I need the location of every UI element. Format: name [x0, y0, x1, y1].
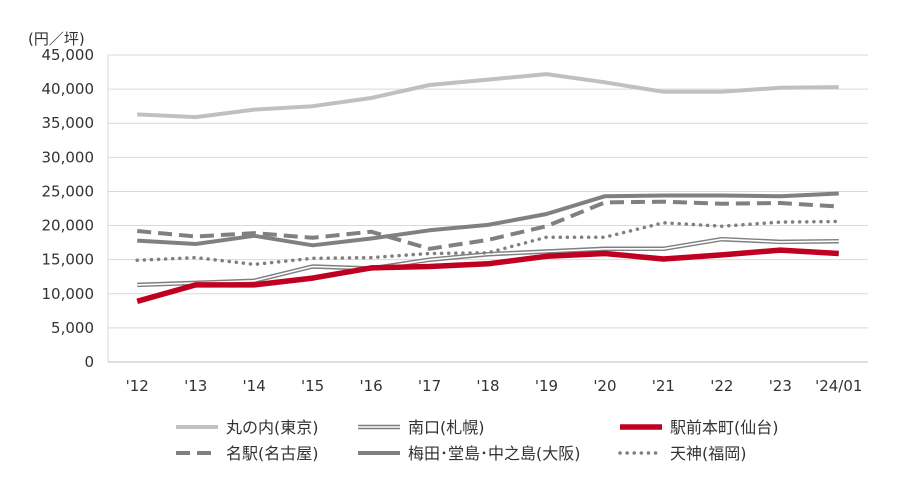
x-tick-label: '23	[769, 377, 792, 395]
x-axis-ticks: '12 '13 '14 '15 '16 '17 '18 '19 '20 '21 '22 '23 '24/…	[126, 377, 863, 395]
x-tick-label: '21	[652, 377, 675, 395]
y-tick-label: 15,000	[42, 251, 95, 269]
series-line-0	[137, 72, 839, 120]
y-tick-label: 45,000	[42, 46, 95, 64]
legend-label-3: 名駅(名古屋)	[226, 444, 319, 463]
y-axis-unit-label: (円／坪)	[28, 30, 85, 48]
x-tick-label: '13	[184, 377, 207, 395]
y-axis-ticks: 0 5,000 10,000 15,000 20,000 25,000 30,000 35,0…	[42, 46, 95, 371]
y-tick-label: 40,000	[42, 80, 95, 98]
series-line-4	[137, 191, 839, 248]
legend-label-1: 南口(札幌)	[408, 418, 485, 437]
y-tick-label: 10,000	[42, 285, 95, 303]
legend: 丸の内(東京) 南口(札幌) 駅前本町(仙台) 名駅(名古屋) 梅田･堂島･中之島(大阪…	[176, 418, 779, 463]
legend-label-0: 丸の内(東京)	[226, 418, 319, 437]
x-tick-label: '18	[476, 377, 499, 395]
y-tick-label: 5,000	[51, 319, 94, 337]
series-lines	[135, 72, 841, 304]
series-line-2	[136, 247, 839, 304]
x-tick-label: '20	[593, 377, 616, 395]
series-line-1-inner	[137, 238, 839, 286]
x-tick-label: '17	[418, 377, 441, 395]
series-line-3	[137, 199, 839, 251]
y-tick-label: 25,000	[42, 182, 95, 200]
x-tick-label: '22	[710, 377, 733, 395]
gridlines	[107, 54, 868, 362]
y-tick-label: 35,000	[42, 114, 95, 132]
x-tick-label: '14	[243, 377, 266, 395]
y-tick-label: 30,000	[42, 148, 95, 166]
x-tick-label: '16	[359, 377, 382, 395]
x-tick-label: '19	[535, 377, 558, 395]
legend-label-5: 天神(福岡)	[670, 444, 747, 463]
x-tick-label: '15	[301, 377, 324, 395]
series-line-5	[135, 219, 841, 267]
x-tick-label: '12	[126, 377, 149, 395]
y-tick-label: 0	[84, 353, 94, 371]
legend-label-2: 駅前本町(仙台)	[670, 418, 779, 437]
x-tick-label: '24/01	[815, 377, 862, 395]
y-tick-label: 20,000	[42, 217, 95, 235]
legend-label-4: 梅田･堂島･中之島(大阪)	[408, 444, 581, 463]
